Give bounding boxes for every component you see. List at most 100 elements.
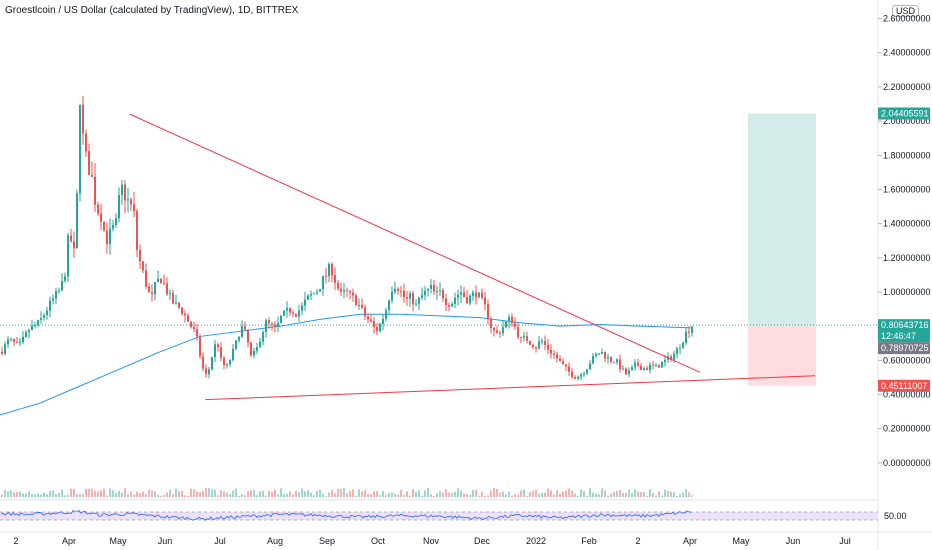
time-tick: Nov [423,536,440,546]
volume-bar [1,494,3,497]
volume-bar [145,494,147,497]
volume-bar [514,494,516,497]
volume-bar [160,495,162,497]
volume-bar [646,495,648,497]
volume-bar [655,495,657,497]
volume-bar [28,491,30,497]
volume-bar [157,494,159,497]
currency-button[interactable]: USD [892,5,920,17]
candle-body [373,321,375,327]
candle-body [322,275,324,290]
candle-body [505,321,507,328]
volume-bar [553,494,555,497]
time-tick: May [732,536,750,546]
volume-bar [364,489,366,497]
candle-body [349,291,351,293]
volume-bar [175,488,177,497]
volume-bar [346,493,348,497]
volume-bar [115,492,117,497]
candle-body [448,304,450,307]
candle-body [583,373,585,375]
volume-bar [442,492,444,497]
volume-bar [376,490,378,497]
volume-bar [136,491,138,497]
volume-bar [16,491,18,497]
candle-body [418,297,420,304]
candle-body [301,305,303,311]
candle-body [187,315,189,322]
volume-bar [691,495,693,497]
volume-bar [454,491,456,497]
volume-bar [562,491,564,497]
volume-bar [490,490,492,497]
time-tick: Dec [474,536,491,546]
candle-body [403,290,405,298]
candle-body [145,270,147,287]
volume-bar [91,488,93,497]
candle-body [19,341,21,343]
candle-body [118,194,120,219]
candle-body [415,303,417,305]
candle-body [328,264,330,277]
rsi-pane: 50.00 [0,499,907,521]
price-tick: 0.40000000 [883,390,931,400]
candle-body [679,348,681,350]
candle-body [490,319,492,328]
candle-body [370,319,372,322]
volume-bar [310,492,312,497]
candle-body [247,329,249,343]
candle-body [181,307,183,314]
volume-bar [568,488,570,497]
volume-bar [208,488,210,497]
position-zones [0,113,878,386]
candle-body [226,364,228,366]
volume-bar [475,489,477,497]
candle-body [571,371,573,378]
volume-bar [283,493,285,497]
candle-body [343,290,345,292]
candle-body [466,297,468,304]
candle-body [190,321,192,327]
candle-body [685,331,687,343]
candle-body [196,329,198,337]
volume-bar [601,488,603,497]
volume-bar [58,492,60,497]
volume-bar [319,489,321,497]
time-tick: Oct [371,536,386,546]
candle-body [670,356,672,360]
volume-bar [628,489,630,497]
candle-body [529,340,531,345]
moving-average-line [0,313,693,416]
time-tick: Sep [319,536,335,546]
candle-body [136,211,138,250]
price-tick: 1.80000000 [883,150,931,160]
candle-body [46,310,48,316]
candle-body [280,315,282,323]
candle-body [139,249,141,262]
volume-bar [193,489,195,497]
volume-bar [337,488,339,497]
candle-body [91,174,93,177]
volume-bar [244,495,246,497]
candle-body [214,344,216,358]
stop-price-label: 0.45111007 [881,381,927,391]
candle-body [604,352,606,359]
candle-body [652,364,654,366]
trendline [129,113,701,373]
candle-body [58,290,60,292]
time-tick: Feb [581,536,597,546]
volume-bar [385,494,387,497]
volume-bar [358,489,360,497]
volume-bar [190,488,192,497]
candle-body [175,302,177,304]
volume-bar [394,493,396,497]
price-tick: 0.60000000 [883,355,931,365]
volume-bar [268,490,270,497]
volume-bar [295,490,297,497]
candle-body [160,278,162,283]
volume-bar [67,494,69,497]
volume-bar [148,489,150,497]
candle-body [586,369,588,374]
candle-body [535,347,537,349]
